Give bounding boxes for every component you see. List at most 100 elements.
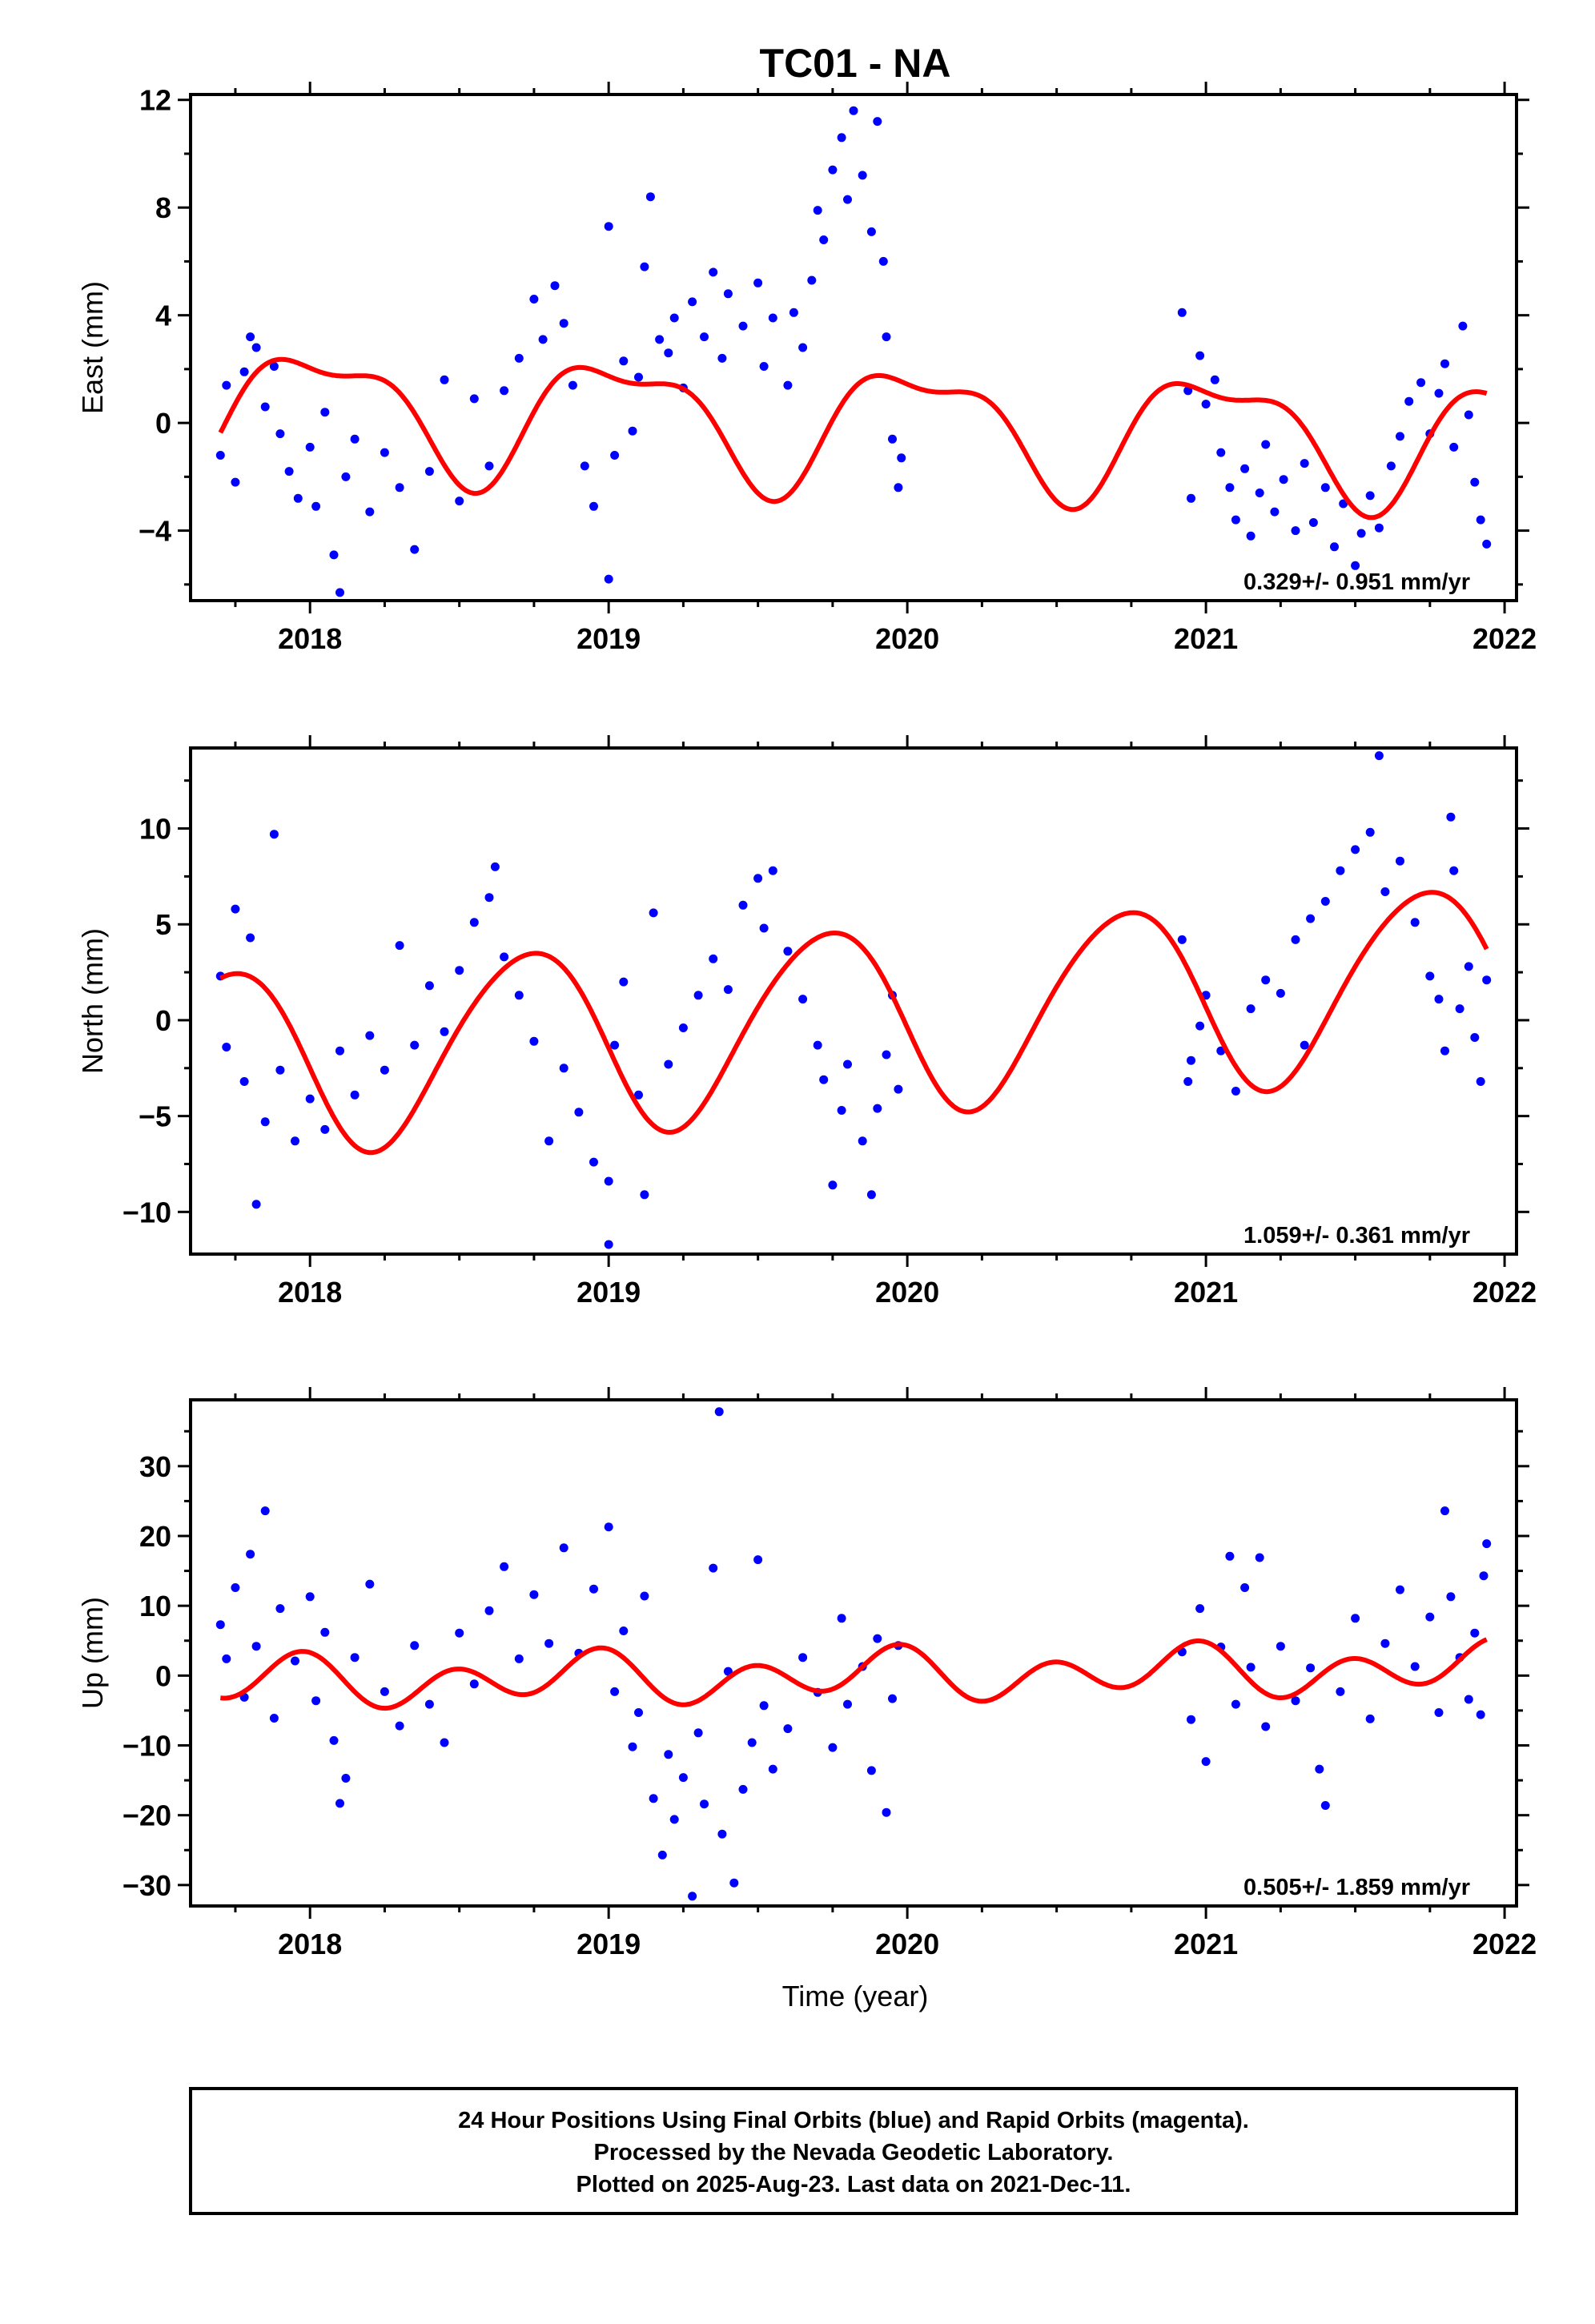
up-point-26 [500,1562,509,1571]
east-point-40 [628,426,637,436]
north-point-29 [574,1108,584,1117]
east-point-24 [455,497,464,506]
up-point-30 [559,1543,568,1553]
up-point-14 [335,1799,344,1808]
east-point-112 [1482,539,1492,549]
up-point-7 [269,1714,279,1723]
footer-line-2: Processed by the Nevada Geodetic Laborat… [594,2140,1114,2165]
north-point-16 [395,941,404,951]
north-point-85 [1449,866,1459,875]
north-point-24 [500,952,509,962]
north-point-60 [1177,935,1187,944]
north-point-54 [858,1136,867,1146]
up-point-37 [634,1708,643,1717]
east-point-49 [700,332,709,342]
up-point-29 [544,1638,554,1648]
up-point-62 [843,1699,852,1709]
north-point-67 [1246,1004,1256,1014]
north-point-83 [1440,1046,1449,1055]
up-point-53 [747,1738,757,1747]
north-point-62 [1187,1055,1195,1065]
east-point-11 [305,442,315,452]
east-rate-label: 0.329+/- 0.951 mm/yr [1243,569,1470,595]
east-point-89 [1279,475,1288,485]
east-point-21 [410,545,420,554]
footer-box: 24 Hour Positions Using Final Orbits (bl… [189,2087,1518,2215]
north-point-20 [455,966,464,975]
north-y-tick-label: 10 [139,813,171,846]
east-point-57 [783,380,793,390]
up-x-tick-label: 2019 [577,1928,641,1960]
figure-title: TC01 - NA [760,41,951,86]
up-point-0 [215,1620,225,1630]
north-x-tick-label: 2022 [1472,1276,1537,1309]
east-point-52 [723,289,733,299]
east-point-16 [341,472,351,481]
east-point-13 [320,408,330,417]
up-point-45 [693,1728,703,1738]
up-point-58 [798,1653,808,1663]
east-point-14 [329,550,339,560]
up-point-83 [1315,1764,1324,1774]
north-point-82 [1434,995,1444,1004]
up-point-21 [424,1699,434,1709]
east-point-27 [500,386,509,396]
north-point-11 [320,1124,330,1134]
east-point-18 [365,507,375,517]
north-y-tick-label: 0 [155,1004,171,1037]
up-point-19 [395,1721,404,1731]
east-point-60 [807,275,817,285]
east-point-41 [634,372,643,382]
up-y-tick-label: 10 [139,1590,171,1622]
north-y-tick-label: 5 [155,908,171,941]
up-rate-label: 0.505+/- 1.859 mm/yr [1243,1875,1470,1900]
up-point-35 [619,1626,629,1635]
north-point-51 [828,1180,838,1190]
footer-line-3: Plotted on 2025-Aug-23. Last data on 202… [577,2172,1131,2197]
east-point-96 [1351,561,1360,570]
north-point-33 [610,1040,620,1050]
north-point-43 [738,900,748,910]
north-point-55 [866,1190,876,1200]
up-y-tick-label: 20 [139,1520,171,1553]
east-point-0 [215,451,225,460]
east-point-91 [1300,459,1309,468]
north-y-tick-label: −5 [139,1100,171,1133]
up-point-51 [729,1878,739,1888]
east-point-26 [484,461,494,471]
north-point-84 [1446,812,1456,822]
east-x-tick-label: 2018 [278,622,342,655]
up-point-47 [709,1563,718,1573]
east-point-84 [1240,464,1250,473]
north-point-89 [1476,1077,1485,1086]
east-point-30 [538,335,548,344]
up-point-99 [1479,1571,1489,1581]
east-point-34 [580,461,589,471]
east-x-tick-label: 2022 [1472,622,1537,655]
north-x-tick-label: 2020 [875,1276,939,1309]
east-point-48 [688,297,697,307]
up-point-38 [640,1591,649,1601]
north-panel: 2018 2019 2020 2021 2022 −10 −5 0 5 10 North (mm) 1… [76,735,1537,1309]
east-point-55 [759,362,769,371]
up-point-22 [440,1738,449,1747]
north-point-45 [759,923,769,933]
north-data-points [215,751,1492,1249]
north-point-19 [440,1027,449,1036]
east-point-65 [843,195,852,204]
up-point-97 [1470,1628,1480,1638]
north-point-10 [305,1094,315,1104]
east-point-75 [1177,308,1187,317]
east-point-8 [275,429,285,439]
up-point-40 [657,1850,667,1860]
up-point-55 [759,1701,769,1711]
up-point-92 [1434,1708,1444,1717]
up-point-54 [753,1555,763,1565]
north-point-1 [222,1043,231,1051]
up-point-84 [1320,1801,1330,1810]
north-point-53 [843,1059,852,1069]
up-y-tick-label: −20 [123,1799,171,1832]
north-point-52 [837,1106,846,1115]
east-point-42 [640,262,649,271]
